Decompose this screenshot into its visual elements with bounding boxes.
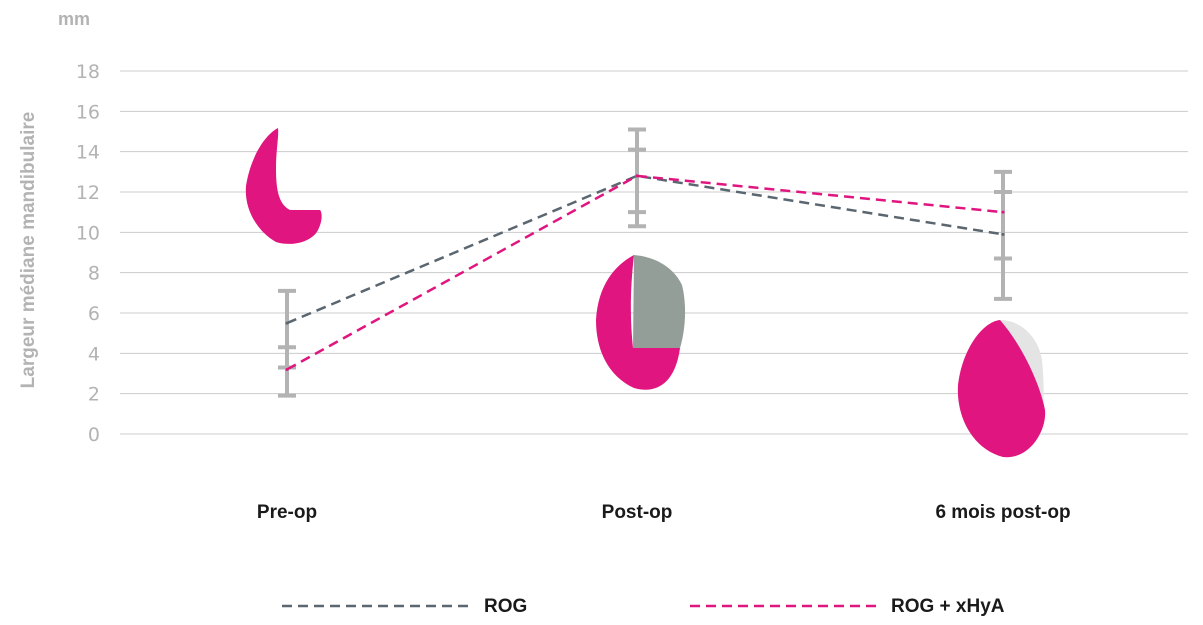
y-tick-label: 14 [76,142,100,164]
x-tick-label: Pre-op [257,502,317,523]
y-tick-label: 4 [88,343,100,365]
legend: ROG ROG + xHyA [282,596,1005,617]
y-tick-label: 12 [76,182,100,204]
y-tick-label: 6 [88,303,100,325]
y-axis-label: Largeur médiane mandibulaire [18,112,39,389]
pre-op-ridge-section [245,128,322,244]
legend-label-rog: ROG [484,596,527,617]
post-op-ridge-section [596,255,686,390]
unit-label: mm [58,9,90,29]
series-lines [285,174,1005,371]
data-point [1001,232,1005,236]
y-tick-label: 2 [88,384,100,406]
data-point [285,321,289,325]
data-point [635,174,639,178]
y-tick-label: 0 [88,424,100,446]
data-point [285,367,289,371]
y-tick-label: 10 [76,222,100,244]
legend-label-rog-xhya: ROG + xHyA [891,596,1005,617]
x-tick-label: Post-op [602,502,673,523]
y-tick-label: 8 [88,263,100,285]
y-tick-label: 16 [76,101,100,123]
six-month-ridge-section [957,320,1046,458]
x-tick-labels: Pre-op Post-op 6 mois post-op [257,502,1071,523]
series-line-rog-xhya [286,174,1004,371]
series-line-rog [286,174,1004,325]
y-tick-labels: 0 2 4 6 8 10 12 14 16 18 [76,61,100,446]
y-tick-label: 18 [76,61,100,83]
data-point [1001,210,1005,214]
x-tick-label: 6 mois post-op [935,502,1070,523]
